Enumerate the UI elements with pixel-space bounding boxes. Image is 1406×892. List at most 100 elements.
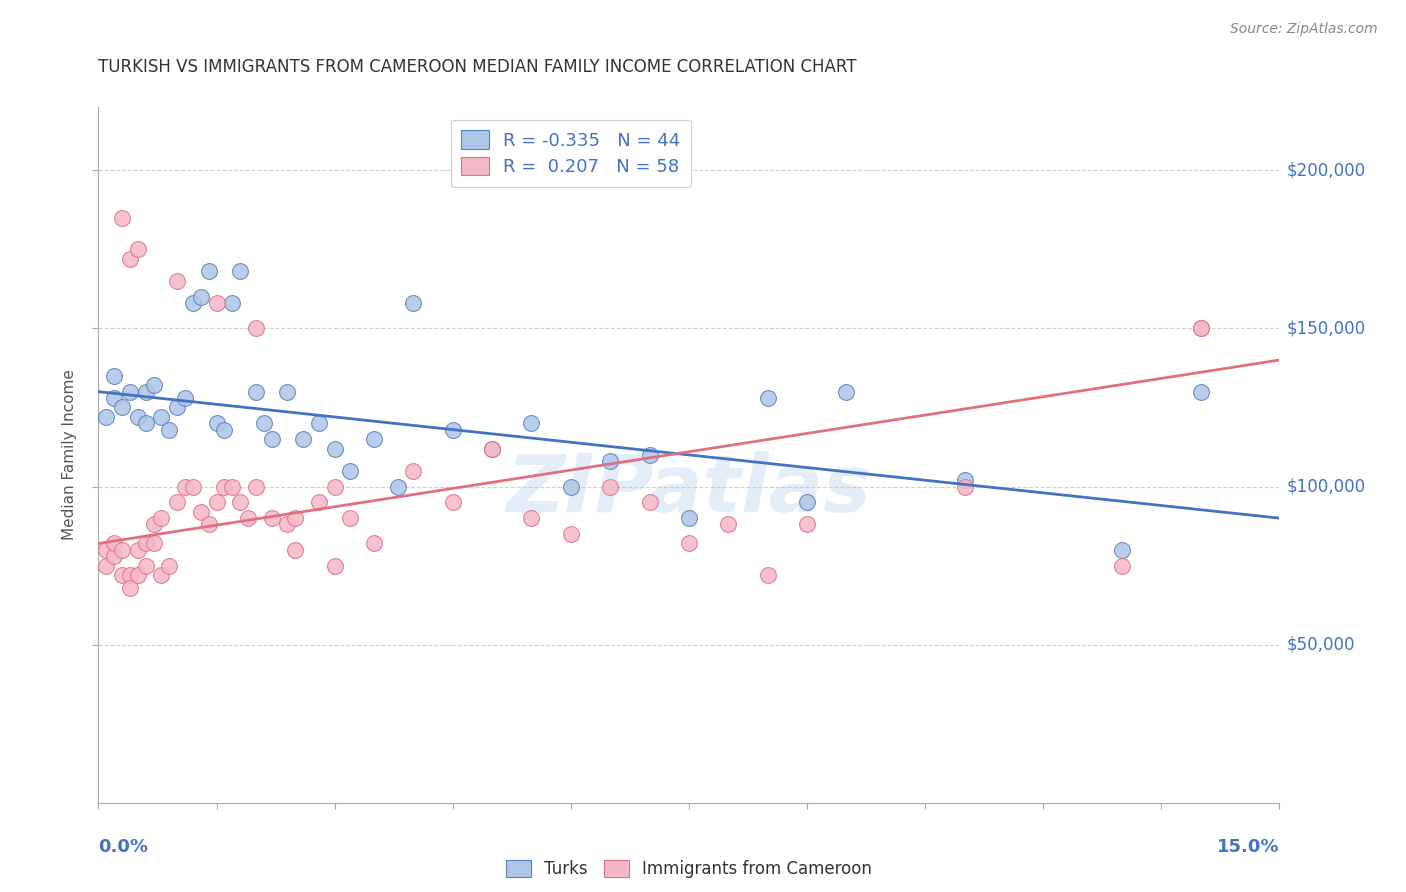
Point: [245, 321, 267, 335]
Point: [190, 290, 212, 304]
Point: [678, 536, 700, 550]
Point: [127, 542, 149, 557]
Point: [205, 417, 228, 431]
Point: [756, 568, 779, 582]
Point: [229, 264, 252, 278]
Point: [599, 454, 621, 468]
Text: TURKISH VS IMMIGRANTS FROM CAMEROON MEDIAN FAMILY INCOME CORRELATION CHART: TURKISH VS IMMIGRANTS FROM CAMEROON MEDI…: [98, 58, 856, 76]
Point: [142, 517, 165, 532]
Point: [953, 479, 976, 493]
Point: [339, 511, 361, 525]
Text: Source: ZipAtlas.com: Source: ZipAtlas.com: [1230, 22, 1378, 37]
Point: [560, 527, 582, 541]
Point: [96, 558, 118, 573]
Point: [276, 384, 298, 399]
Point: [142, 378, 165, 392]
Point: [166, 495, 188, 509]
Point: [441, 495, 464, 509]
Point: [111, 542, 134, 557]
Point: [599, 479, 621, 493]
Point: [284, 511, 307, 525]
Point: [229, 495, 252, 509]
Point: [118, 581, 141, 595]
Point: [292, 432, 315, 446]
Point: [520, 417, 543, 431]
Point: [127, 243, 149, 257]
Point: [103, 391, 125, 405]
Point: [245, 479, 267, 493]
Text: $100,000: $100,000: [1286, 477, 1365, 496]
Point: [118, 568, 141, 582]
Point: [638, 448, 661, 462]
Point: [135, 417, 157, 431]
Point: [118, 252, 141, 266]
Point: [253, 417, 276, 431]
Point: [339, 464, 361, 478]
Point: [190, 505, 212, 519]
Point: [150, 511, 173, 525]
Point: [142, 536, 165, 550]
Point: [181, 296, 204, 310]
Point: [157, 558, 180, 573]
Point: [205, 495, 228, 509]
Point: [111, 401, 134, 415]
Point: [221, 479, 243, 493]
Point: [260, 432, 283, 446]
Point: [103, 368, 125, 383]
Point: [678, 511, 700, 525]
Point: [221, 296, 243, 310]
Point: [214, 479, 236, 493]
Point: [1189, 321, 1212, 335]
Point: [323, 558, 346, 573]
Point: [166, 401, 188, 415]
Point: [402, 296, 425, 310]
Point: [135, 536, 157, 550]
Point: [150, 568, 173, 582]
Text: ZIPatlas: ZIPatlas: [506, 450, 872, 529]
Point: [197, 517, 219, 532]
Point: [1189, 321, 1212, 335]
Point: [481, 442, 503, 456]
Point: [260, 511, 283, 525]
Point: [245, 384, 267, 399]
Text: 0.0%: 0.0%: [98, 838, 149, 856]
Point: [157, 423, 180, 437]
Point: [166, 274, 188, 288]
Point: [796, 517, 818, 532]
Point: [1189, 384, 1212, 399]
Point: [560, 479, 582, 493]
Point: [363, 536, 385, 550]
Point: [236, 511, 259, 525]
Point: [127, 568, 149, 582]
Point: [323, 442, 346, 456]
Point: [796, 495, 818, 509]
Point: [363, 432, 385, 446]
Point: [96, 542, 118, 557]
Point: [284, 542, 307, 557]
Point: [835, 384, 858, 399]
Point: [135, 558, 157, 573]
Point: [387, 479, 409, 493]
Text: $50,000: $50,000: [1286, 636, 1355, 654]
Text: $150,000: $150,000: [1286, 319, 1365, 337]
Point: [205, 296, 228, 310]
Point: [1111, 542, 1133, 557]
Point: [118, 384, 141, 399]
Point: [103, 549, 125, 563]
Point: [520, 511, 543, 525]
Point: [717, 517, 740, 532]
Point: [276, 517, 298, 532]
Point: [402, 464, 425, 478]
Point: [127, 409, 149, 424]
Point: [756, 391, 779, 405]
Point: [135, 384, 157, 399]
Point: [174, 479, 197, 493]
Point: [441, 423, 464, 437]
Point: [323, 479, 346, 493]
Point: [111, 568, 134, 582]
Point: [174, 391, 197, 405]
Point: [1111, 558, 1133, 573]
Point: [111, 211, 134, 225]
Point: [197, 264, 219, 278]
Point: [214, 423, 236, 437]
